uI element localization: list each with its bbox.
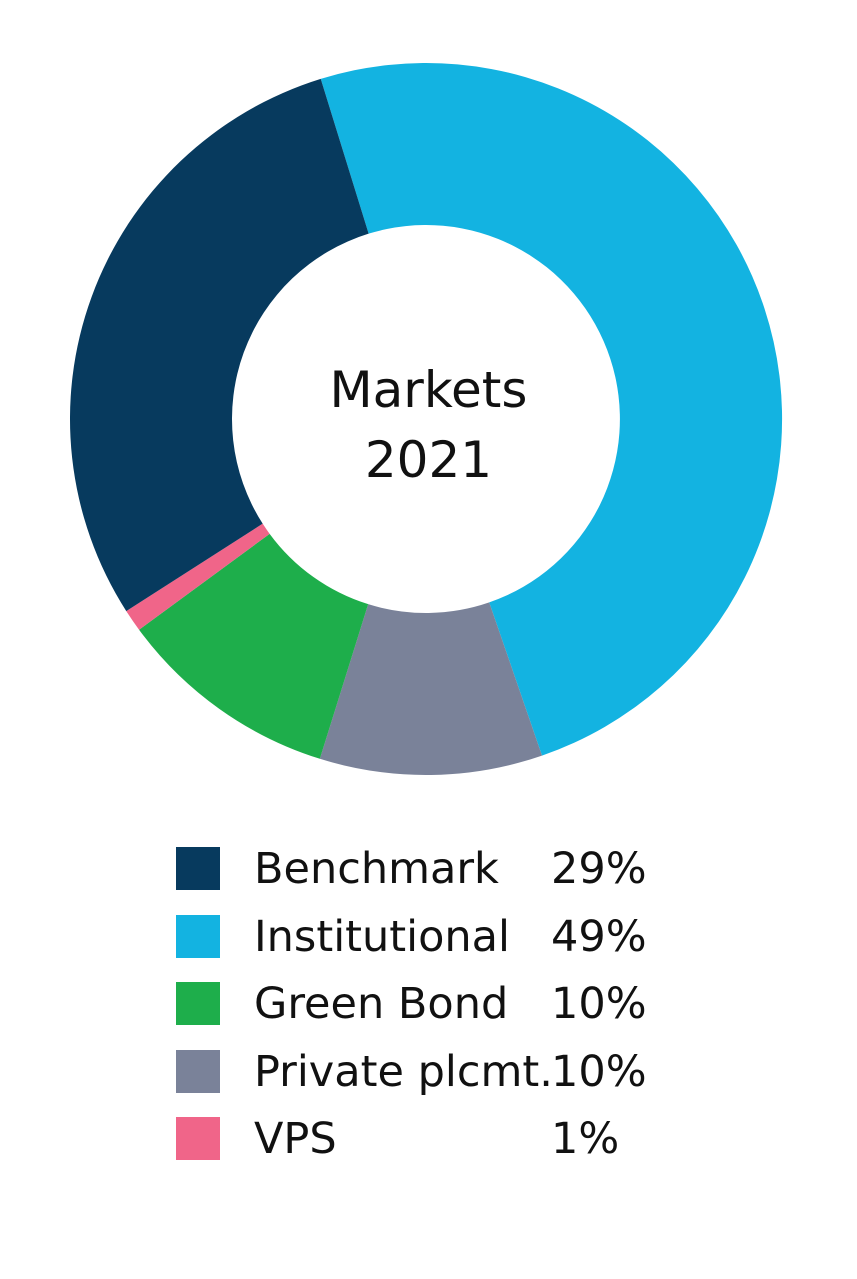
chart-center-label: Markets 2021 — [0, 355, 857, 495]
legend-value-private-plcmt: 10% — [551, 1046, 647, 1097]
legend-swatch-vps — [176, 1117, 220, 1160]
donut-slice-institutional — [320, 62, 783, 756]
legend-label-green-bond: Green Bond — [254, 979, 509, 1029]
legend-swatch-private-plcmt — [176, 1049, 220, 1093]
legend-swatch-benchmark — [176, 847, 220, 890]
legend-label-vps: VPS — [254, 1114, 337, 1164]
chart-legend: Benchmark 29% Institutional 49% Green Bo… — [176, 837, 676, 1175]
legend-item-green-bond: Green Bond 10% — [176, 972, 676, 1040]
donut-slice-vps — [126, 523, 270, 630]
legend-item-private-plcmt: Private plcmt. 10% — [176, 1040, 676, 1108]
legend-value-institutional: 49% — [551, 911, 647, 962]
donut-chart — [69, 62, 783, 776]
legend-label-benchmark: Benchmark — [254, 844, 499, 894]
legend-swatch-green-bond — [176, 982, 220, 1025]
center-label-line-2: 2021 — [364, 431, 493, 489]
legend-item-vps: VPS 1% — [176, 1107, 676, 1175]
legend-label-institutional: Institutional — [254, 911, 510, 962]
donut-slice-private-plcmt — [319, 602, 543, 776]
legend-item-benchmark: Benchmark 29% — [176, 837, 676, 905]
legend-swatch-institutional — [176, 914, 220, 958]
donut-slice-benchmark — [69, 78, 369, 612]
donut-slice-green-bond — [139, 533, 369, 759]
legend-value-green-bond: 10% — [551, 979, 647, 1029]
center-label-line-1: Markets — [329, 361, 528, 419]
legend-value-vps: 1% — [551, 1114, 620, 1164]
legend-value-benchmark: 29% — [551, 844, 647, 894]
legend-item-institutional: Institutional 49% — [176, 905, 676, 973]
legend-label-private-plcmt: Private plcmt. — [254, 1046, 553, 1097]
